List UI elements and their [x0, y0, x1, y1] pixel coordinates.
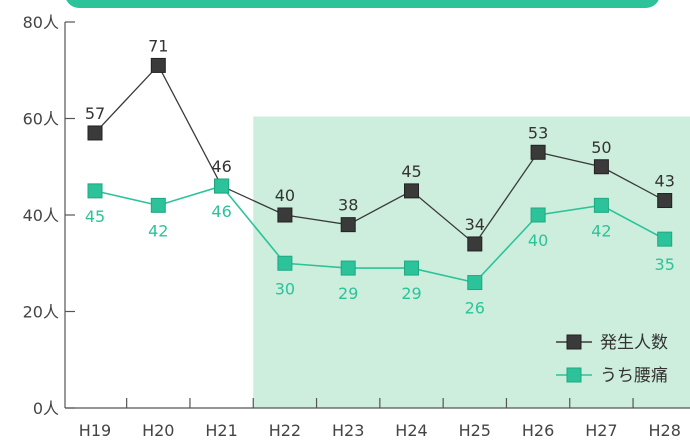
data-point [404, 183, 419, 199]
y-tick-label: 40人 [23, 206, 59, 225]
data-point [150, 57, 166, 73]
highlight-region [253, 116, 690, 408]
x-tick-label: H22 [269, 421, 301, 438]
data-label: 42 [591, 221, 611, 240]
data-point [404, 260, 419, 276]
y-tick-label: 80人 [23, 13, 59, 32]
data-label: 45 [85, 207, 105, 226]
data-label: 71 [148, 36, 168, 55]
data-label: 34 [465, 215, 485, 234]
x-tick-label: H23 [332, 421, 364, 438]
legend-marker [566, 334, 582, 350]
data-label: 57 [85, 104, 105, 123]
data-point [277, 255, 293, 271]
data-point [340, 217, 356, 233]
data-point [593, 159, 609, 175]
y-tick-label: 60人 [23, 110, 59, 129]
x-tick-label: H28 [649, 421, 681, 438]
x-tick-label: H21 [205, 421, 237, 438]
y-tick-label: 0人 [33, 399, 59, 418]
data-point [593, 197, 609, 213]
data-point [657, 231, 673, 247]
y-tick-label: 20人 [23, 303, 59, 322]
data-label: 46 [211, 202, 231, 221]
data-label: 43 [655, 172, 675, 191]
x-tick-label: H24 [395, 421, 427, 438]
x-tick-label: H27 [585, 421, 617, 438]
data-label: 29 [401, 284, 421, 303]
data-label: 45 [401, 162, 421, 181]
data-label: 38 [338, 196, 358, 215]
data-point [277, 207, 293, 223]
data-label: 42 [148, 221, 168, 240]
data-point [657, 193, 673, 209]
data-point [87, 125, 103, 141]
data-label: 30 [275, 279, 295, 298]
data-label: 46 [211, 157, 231, 176]
legend-label: 発生人数 [600, 333, 668, 353]
data-label: 40 [528, 231, 548, 250]
data-label: 50 [591, 138, 611, 157]
series-line [94, 64, 666, 245]
x-tick-label: H19 [79, 421, 111, 438]
data-label: 35 [655, 255, 675, 274]
data-point [467, 275, 483, 291]
x-tick-label: H20 [142, 421, 174, 438]
data-point [340, 260, 356, 276]
legend-label: うち腰痛 [600, 366, 668, 386]
data-point [150, 197, 166, 213]
x-tick-label: H26 [522, 421, 554, 438]
data-label: 40 [275, 186, 295, 205]
data-point [214, 178, 230, 194]
x-tick-label: H25 [459, 421, 491, 438]
legend-marker [566, 367, 582, 383]
data-point [530, 207, 546, 223]
data-point [530, 144, 546, 160]
data-label: 53 [528, 123, 548, 142]
data-point [467, 236, 483, 252]
series-line [94, 185, 666, 284]
data-label: 26 [465, 299, 485, 318]
data-point [87, 183, 103, 199]
title-banner [66, 0, 659, 8]
data-label: 29 [338, 284, 358, 303]
